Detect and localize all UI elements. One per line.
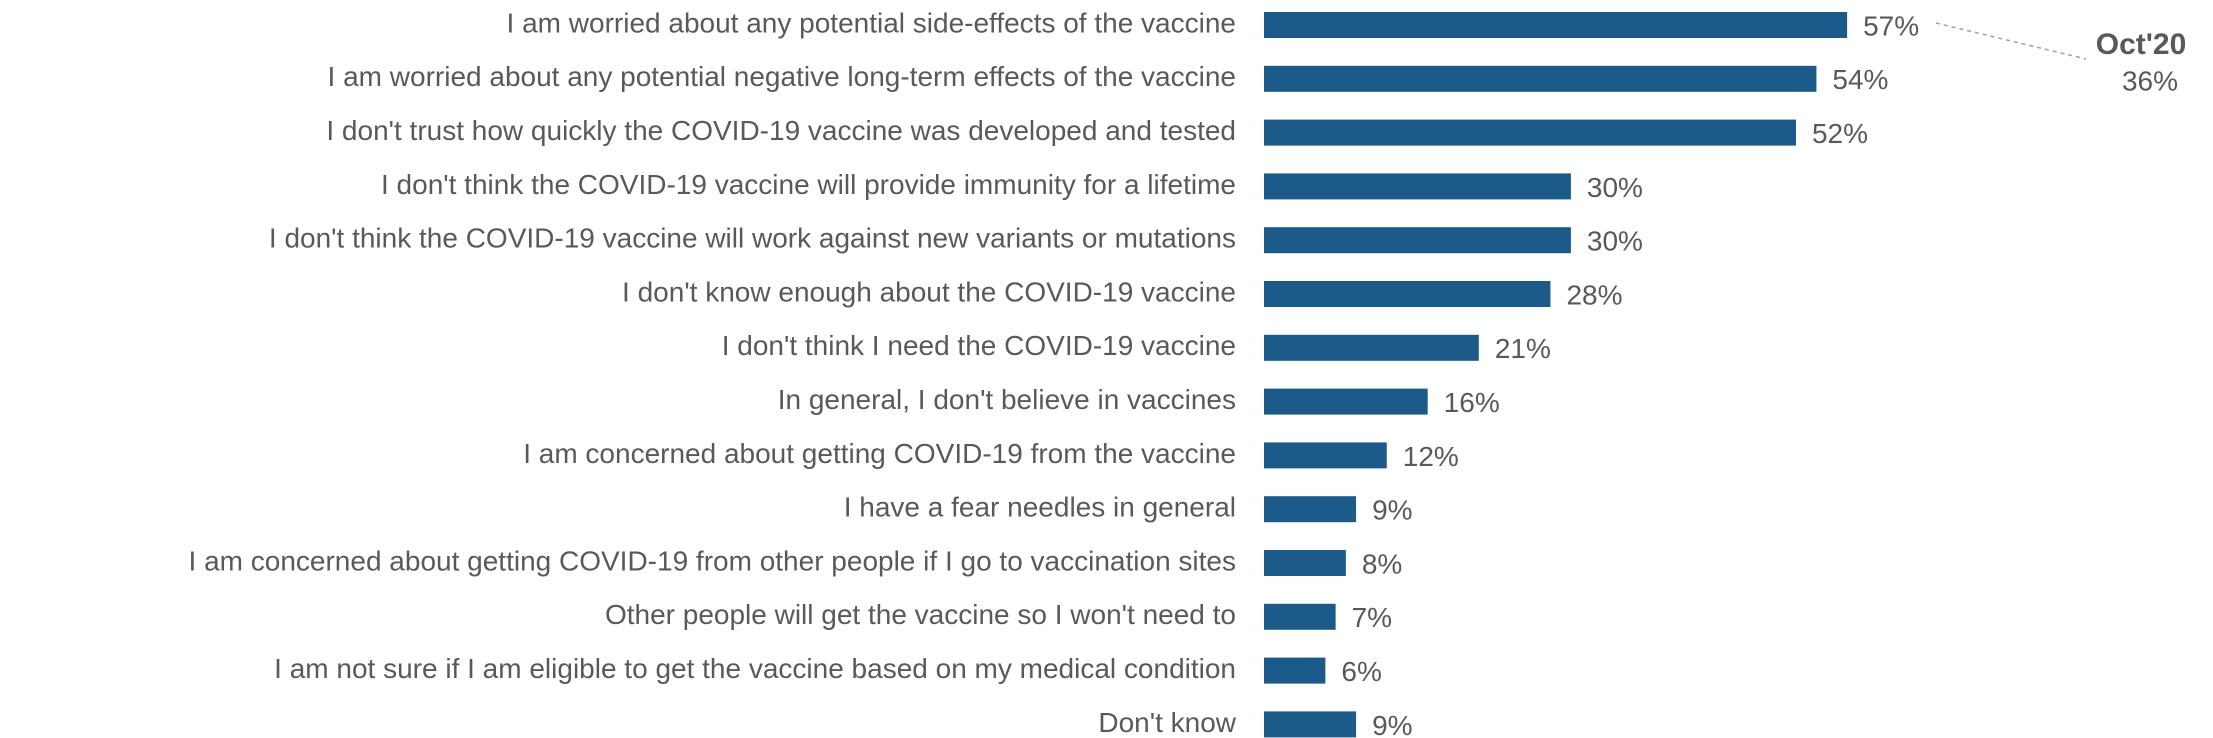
- category-label: I am concerned about getting COVID-19 fr…: [523, 438, 1236, 469]
- bar: [1264, 657, 1326, 684]
- value-label: 21%: [1495, 333, 1551, 364]
- value-label: 30%: [1587, 172, 1643, 203]
- bar: [1264, 173, 1571, 200]
- value-label: 30%: [1587, 226, 1643, 257]
- category-label: I am worried about any potential side-ef…: [507, 7, 1236, 38]
- bar: [1264, 711, 1357, 738]
- annotation-text: 36%: [2122, 65, 2178, 96]
- value-label: 9%: [1372, 710, 1412, 738]
- value-label: 8%: [1362, 548, 1402, 579]
- annotation-label: Oct'20: [2096, 28, 2187, 61]
- category-label: I am not sure if I am eligible to get th…: [274, 653, 1236, 684]
- bar: [1264, 388, 1428, 415]
- value-label: 9%: [1372, 495, 1412, 526]
- bar: [1264, 119, 1796, 146]
- bar: [1264, 65, 1817, 92]
- value-label: 54%: [1832, 64, 1888, 95]
- value-label: 52%: [1812, 118, 1868, 149]
- category-label: I am concerned about getting COVID-19 fr…: [189, 545, 1236, 576]
- bar: [1264, 281, 1551, 307]
- category-label: I am worried about any potential negativ…: [328, 61, 1236, 92]
- value-label: 16%: [1444, 387, 1500, 418]
- value-label: 28%: [1566, 279, 1622, 310]
- annotation-leader: [1935, 22, 2087, 60]
- value-label: 6%: [1341, 656, 1381, 687]
- bar: [1264, 442, 1387, 469]
- category-label: Don't know: [1098, 707, 1236, 738]
- bar: [1264, 334, 1479, 361]
- category-label: I don't think the COVID-19 vaccine will …: [269, 223, 1236, 254]
- value-label: 57%: [1863, 10, 1919, 41]
- value-label: 12%: [1403, 441, 1459, 472]
- value-label: 7%: [1352, 602, 1392, 633]
- bar: [1264, 496, 1357, 523]
- bar: [1264, 603, 1336, 630]
- category-label: I have a fear needles in general: [844, 492, 1236, 523]
- bar: [1264, 227, 1571, 254]
- category-label: I don't know enough about the COVID-19 v…: [622, 276, 1236, 307]
- category-label: I don't think I need the COVID-19 vaccin…: [722, 330, 1236, 361]
- category-label: In general, I don't believe in vaccines: [778, 384, 1236, 415]
- bar: [1264, 550, 1346, 576]
- category-label: I don't trust how quickly the COVID-19 v…: [326, 115, 1236, 146]
- category-label: I don't think the COVID-19 vaccine will …: [381, 169, 1236, 200]
- category-label: Other people will get the vaccine so I w…: [605, 599, 1236, 630]
- bar: [1264, 12, 1848, 38]
